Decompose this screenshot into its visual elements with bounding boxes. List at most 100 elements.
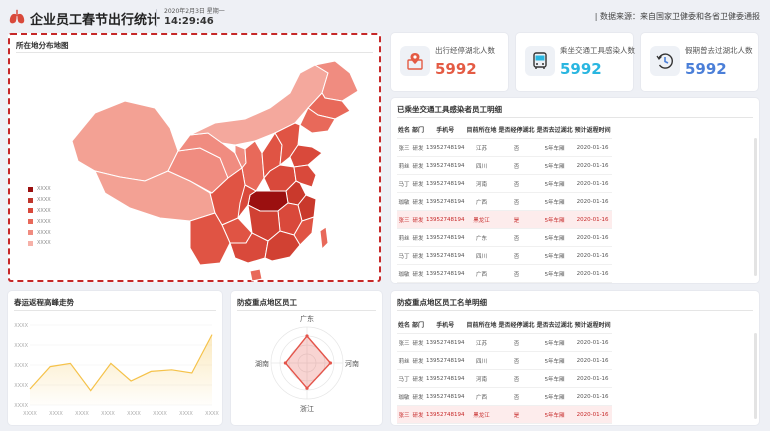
column-header[interactable]: 是否经停湖北 bbox=[497, 315, 536, 334]
table-cell: 2020-01-16 bbox=[573, 192, 612, 211]
legend-item: XXXX bbox=[28, 227, 51, 238]
key-region-radar-panel: 防疫重点地区员工 广东 河南 浙江 湖南 bbox=[231, 291, 382, 425]
legend-item: XXXX bbox=[28, 206, 51, 217]
stat-value: 5992 bbox=[560, 60, 602, 78]
column-header[interactable]: 手机号 bbox=[425, 120, 466, 139]
x-tick-label: XXXX bbox=[205, 411, 219, 417]
table-row[interactable]: 张三 研发 13952748194 江苏否 5年车厢 2020-01-16 bbox=[397, 138, 612, 157]
radar-axis-label: 河南 bbox=[345, 359, 359, 368]
column-header[interactable]: 是否去过湖北 bbox=[535, 315, 574, 334]
table-row[interactable]: 珈敏 研发 13952748194 广西否 5年车厢 2020-01-16 bbox=[397, 192, 612, 211]
table-cell: 13952748194 bbox=[425, 264, 466, 283]
table-row[interactable]: 莉丝 研发 13952748194 四川否 5年车厢 2020-01-16 bbox=[397, 156, 612, 175]
table-cell: 珈敏 bbox=[397, 387, 412, 406]
y-tick-label: XXXX bbox=[14, 323, 28, 329]
radar-axis-label: 广东 bbox=[300, 314, 314, 323]
table-row[interactable]: 珈敏 研发 13952748194 广西否 5年车厢 2020-01-16 bbox=[397, 387, 612, 406]
table-scrollbar[interactable] bbox=[754, 138, 757, 276]
legend-swatch bbox=[28, 197, 33, 203]
table-scrollbar[interactable] bbox=[754, 333, 757, 419]
map-legend: XXXX XXXX XXXX XXXX XXXX XXXX bbox=[28, 184, 51, 249]
title-divider bbox=[14, 310, 216, 311]
table-cell: 5年车厢 bbox=[535, 174, 574, 193]
table-cell: 13952748194 bbox=[425, 351, 466, 370]
china-choropleth-map[interactable] bbox=[50, 53, 370, 283]
column-header[interactable]: 目前所在地 bbox=[465, 315, 498, 334]
title-divider bbox=[16, 52, 373, 53]
y-tick-label: XXXX bbox=[14, 403, 28, 409]
map-region-xinjiang[interactable] bbox=[71, 100, 179, 182]
y-tick-label: XXXX bbox=[14, 343, 28, 349]
legend-label: XXXX bbox=[37, 186, 51, 193]
table-cell: 2020-01-16 bbox=[573, 138, 612, 157]
table-row[interactable]: 珈敏 研发 13952748194 广西否 5年车厢 2020-01-16 bbox=[397, 264, 612, 283]
table-cell: 5年车厢 bbox=[535, 264, 574, 283]
stat-label: 乘坐交通工具感染人数 bbox=[560, 46, 635, 55]
table-row[interactable]: 莉丝 研发 13952748194 四川否 5年车厢 2020-01-16 bbox=[397, 351, 612, 370]
legend-label: XXXX bbox=[37, 218, 51, 225]
table-cell: 2020-01-16 bbox=[573, 246, 612, 265]
table-cell: 研发 bbox=[411, 264, 426, 283]
table-row[interactable]: 马丁 研发 13952748194 四川否 5年车厢 2020-01-16 bbox=[397, 246, 612, 265]
title-divider bbox=[237, 310, 376, 311]
column-header[interactable]: 预计返程时间 bbox=[573, 120, 612, 139]
x-tick-label: XXXX bbox=[75, 411, 89, 417]
legend-label: XXXX bbox=[37, 207, 51, 214]
legend-label: XXXX bbox=[37, 197, 51, 204]
column-header[interactable]: 预计返程时间 bbox=[573, 315, 612, 334]
table-cell: 莉丝 bbox=[397, 351, 412, 370]
column-header[interactable]: 部门 bbox=[411, 315, 426, 334]
column-header[interactable]: 目前所在地 bbox=[465, 120, 498, 139]
table-cell: 13952748194 bbox=[425, 405, 466, 424]
clock-history-icon bbox=[656, 53, 673, 69]
radar-point bbox=[305, 334, 309, 338]
table-cell: 黑龙江 bbox=[465, 210, 498, 229]
table-cell: 研发 bbox=[411, 387, 426, 406]
table-cell: 13952748194 bbox=[425, 246, 466, 265]
table-cell: 研发 bbox=[411, 138, 426, 157]
radar-point bbox=[328, 361, 332, 365]
table-cell: 研发 bbox=[411, 192, 426, 211]
table-row[interactable]: 张三 研发 13952748194 江苏否 5年车厢 2020-01-16 bbox=[397, 333, 612, 352]
app-title: 企业员工春节出行统计 bbox=[30, 13, 161, 28]
table-cell: 5年车厢 bbox=[535, 405, 574, 424]
table-row[interactable]: 马丁 研发 13952748194 河南否 5年车厢 2020-01-16 bbox=[397, 369, 612, 388]
table-cell: 5年车厢 bbox=[535, 192, 574, 211]
column-header[interactable]: 手机号 bbox=[425, 315, 466, 334]
table-cell: 研发 bbox=[411, 369, 426, 388]
table-row[interactable]: 张三 研发 13952748194 黑龙江是 5年车厢 2020-01-16 bbox=[397, 405, 612, 424]
table-row[interactable]: 马丁 研发 13952748194 河南否 5年车厢 2020-01-16 bbox=[397, 174, 612, 193]
map-region-hainan[interactable] bbox=[249, 268, 263, 282]
table-cell: 广西 bbox=[465, 264, 498, 283]
map-region-taiwan[interactable] bbox=[319, 226, 329, 251]
table-cell: 2020-01-16 bbox=[573, 228, 612, 247]
map-region-guangdong[interactable] bbox=[264, 230, 301, 262]
table-cell: 5年车厢 bbox=[535, 138, 574, 157]
legend-item: XXXX bbox=[28, 216, 51, 227]
table-cell: 否 bbox=[497, 192, 536, 211]
table-row[interactable]: 张三 研发 13952748194 黑龙江是 5年车厢 2020-01-16 bbox=[397, 210, 612, 229]
radar-axis-label: 湖南 bbox=[255, 359, 269, 368]
map-region-shaanxi[interactable] bbox=[241, 140, 265, 192]
table-cell: 是 bbox=[497, 210, 536, 229]
stat-value: 5992 bbox=[685, 60, 727, 78]
column-header[interactable]: 是否去过湖北 bbox=[535, 120, 574, 139]
column-header[interactable]: 姓名 bbox=[397, 120, 412, 139]
legend-swatch bbox=[28, 240, 33, 246]
map-region-yunnan[interactable] bbox=[189, 212, 231, 266]
stat-icon-box bbox=[525, 46, 555, 76]
map-region-inner-mongolia[interactable] bbox=[189, 64, 329, 146]
table-cell: 2020-01-16 bbox=[573, 333, 612, 352]
legend-item: XXXX bbox=[28, 184, 51, 195]
column-header[interactable]: 是否经停湖北 bbox=[497, 120, 536, 139]
header-bar: 企业员工春节出行统计 2020年2月3日 星期一 14:29:46 | 数据来源… bbox=[0, 0, 770, 34]
table-cell: 5年车厢 bbox=[535, 228, 574, 247]
table-cell: 5年车厢 bbox=[535, 369, 574, 388]
table-row[interactable]: 莉丝 研发 13952748194 广东否 5年车厢 2020-01-16 bbox=[397, 228, 612, 247]
trend-line-chart: XXXX XXXX XXXX XXXX XXXX XXXX XXXX XXXX XXXX XXXX… bbox=[14, 323, 219, 417]
lungs-logo-icon bbox=[9, 9, 25, 24]
column-header[interactable]: 姓名 bbox=[397, 315, 412, 334]
column-header[interactable]: 部门 bbox=[411, 120, 426, 139]
stat-card-transit-infected: 乘坐交通工具感染人数 5992 bbox=[516, 33, 635, 91]
radar-point bbox=[305, 386, 309, 390]
